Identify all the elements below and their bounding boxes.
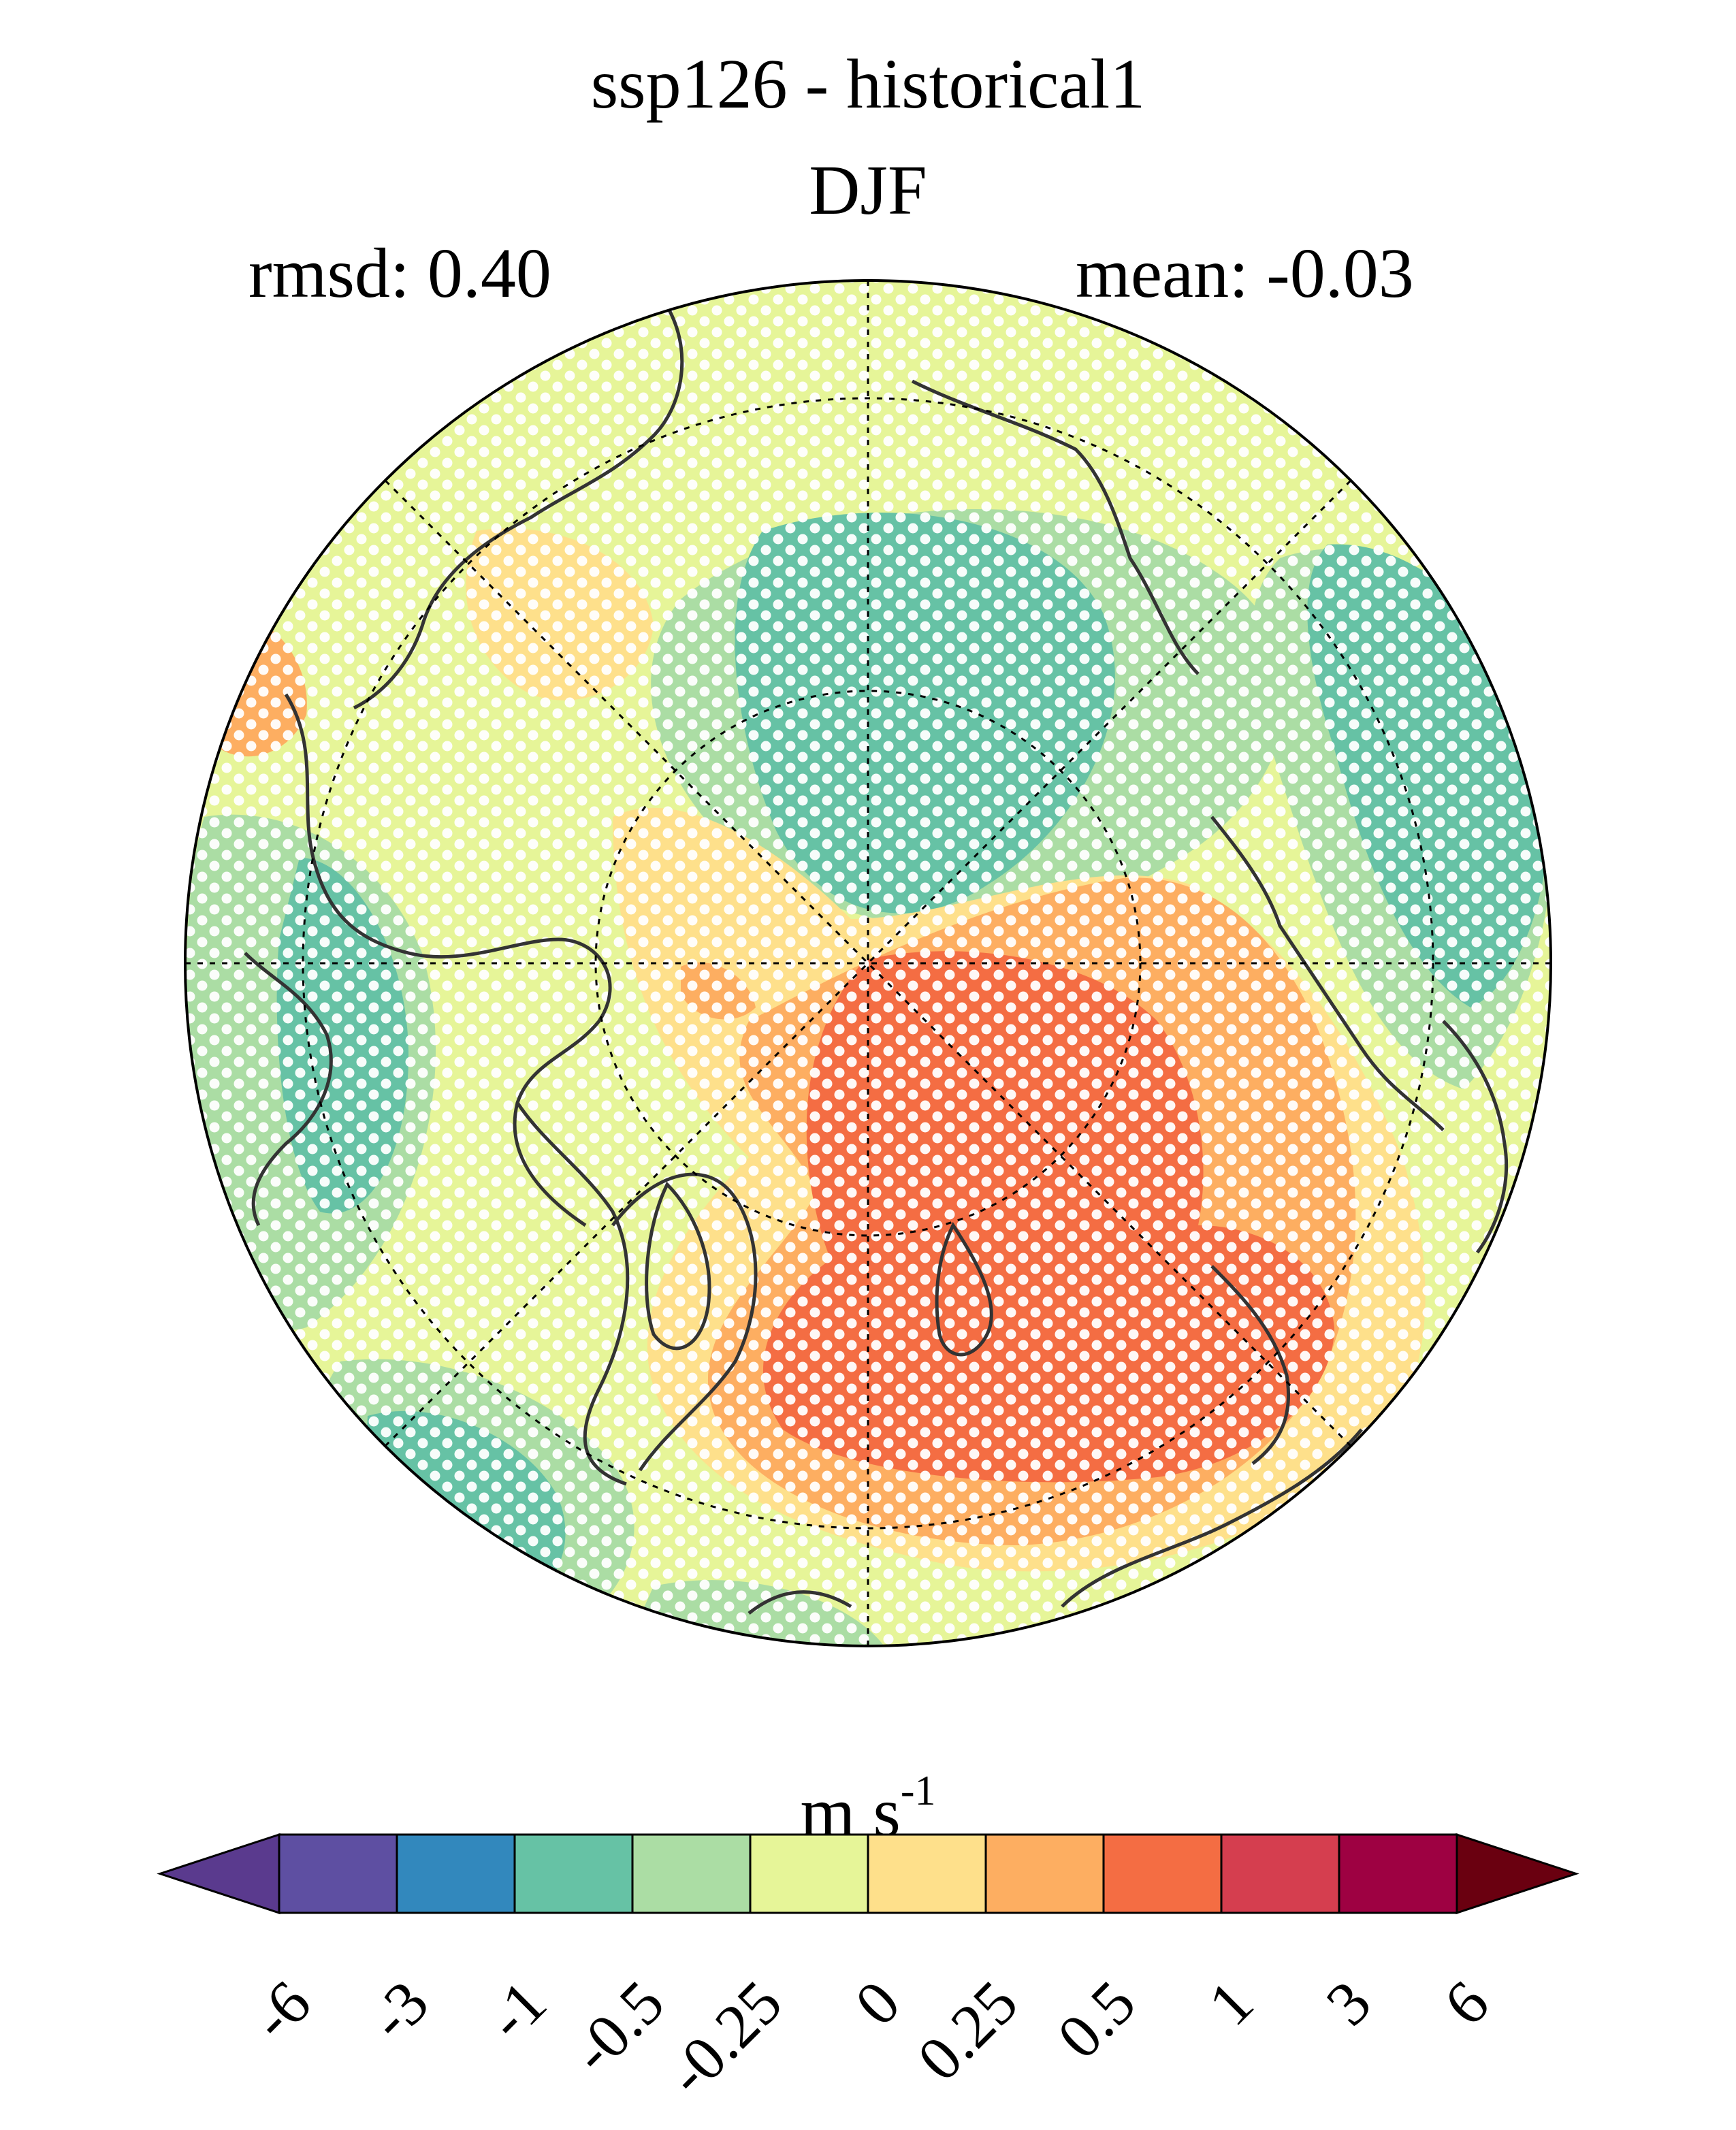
- colorbar-box: [1102, 1833, 1223, 1914]
- latitude-circle-outer: [302, 397, 1434, 1530]
- colorbar-tick-label: -0.25: [654, 1967, 796, 2109]
- colorbar-tick-label: 0.25: [904, 1967, 1031, 2094]
- colorbar-box: [984, 1833, 1105, 1914]
- coast-scandinavia: [1210, 1265, 1291, 1465]
- colorbar-tick-label: -3: [355, 1967, 443, 2054]
- colorbar-tick-label: -1: [473, 1967, 560, 2054]
- colorbar-box: [631, 1833, 752, 1914]
- coast-greenland-south: [611, 1172, 758, 1472]
- season-label: DJF: [809, 151, 927, 229]
- coast-east-asia: [1442, 1020, 1509, 1254]
- colorbar-tick-label: 1: [1195, 1967, 1267, 2039]
- colorbar-tick-label: 3: [1313, 1967, 1385, 2039]
- plot-title: ssp126 - historical1: [590, 45, 1146, 123]
- coast-svalbard: [935, 1222, 993, 1357]
- colorbar-box: [513, 1833, 634, 1914]
- coast-europe: [1061, 1428, 1363, 1608]
- colorbar-under-triangle: [157, 1833, 280, 1915]
- colorbar-box: [1220, 1833, 1340, 1914]
- latitude-circle-inner: [594, 690, 1142, 1237]
- coast-greenland-north: [353, 305, 684, 710]
- polar-map: [184, 279, 1552, 1647]
- colorbar-box: [1338, 1833, 1458, 1914]
- coastlines: [244, 305, 1509, 1615]
- coast-iceland: [748, 1590, 852, 1615]
- colorbar-tick-label: -6: [238, 1967, 325, 2054]
- colorbar-box: [749, 1833, 869, 1914]
- colorbar-tick-label: 0: [841, 1967, 914, 2039]
- coast-hudson: [244, 952, 333, 1227]
- coast-greenland-ice: [645, 1181, 711, 1351]
- colorbar-tick-label: -0.5: [558, 1967, 678, 2087]
- coast-siberia-north: [911, 379, 1200, 675]
- colorbar-box: [278, 1833, 398, 1914]
- colorbar-over-triangle: [1456, 1833, 1579, 1915]
- rmsd-label: rmsd: 0.40: [248, 234, 551, 312]
- colorbar-tick-label: 6: [1430, 1967, 1502, 2039]
- colorbar-boxes: [157, 1833, 1579, 1915]
- graticule: [185, 280, 1551, 1646]
- mean-label: mean: -0.03: [1076, 234, 1414, 312]
- units-exponent: -1: [900, 1768, 936, 1814]
- coast-greenland-east: [515, 1101, 630, 1486]
- coast-siberia-east: [1210, 816, 1445, 1131]
- map-border: [184, 279, 1552, 1647]
- colorbar: [157, 1833, 1579, 1915]
- colorbar-box: [396, 1833, 516, 1914]
- colorbar-box: [867, 1833, 987, 1914]
- colorbar-tick-label: 0.5: [1044, 1967, 1149, 2072]
